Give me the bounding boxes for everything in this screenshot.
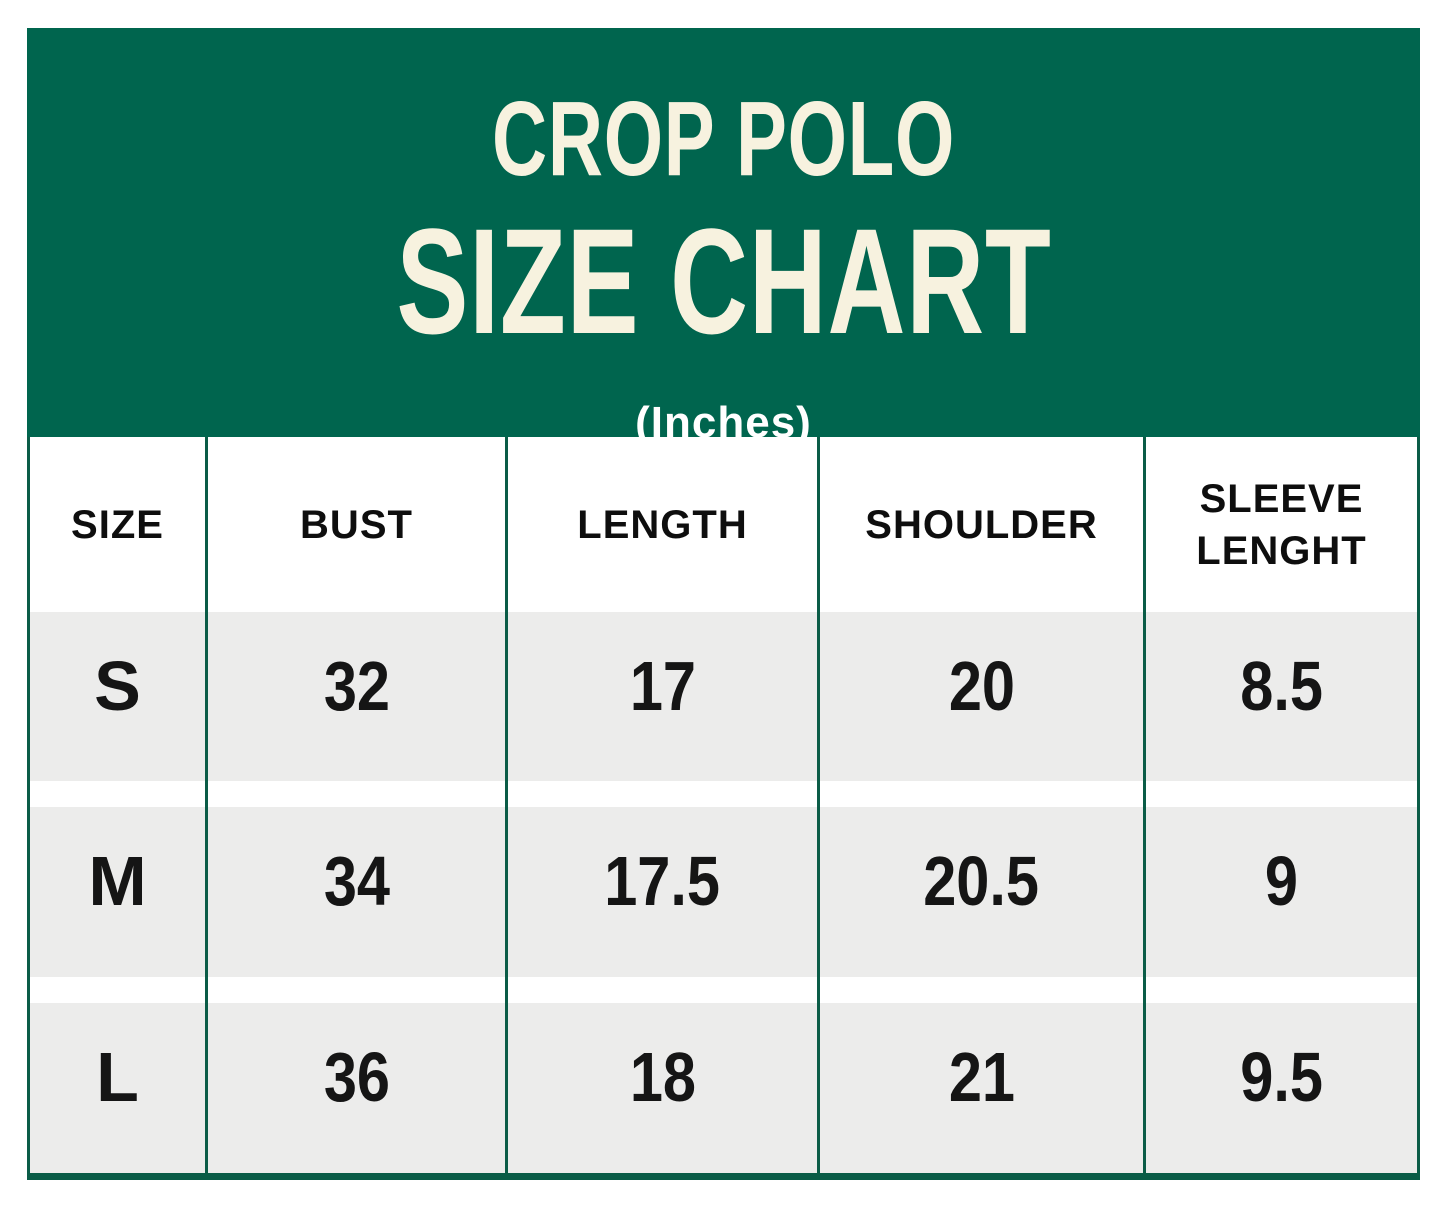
size-chart-graphic: CROP POLO SIZE CHART (Inches) SIZE BUST … <box>27 28 1420 1180</box>
cell-s-length: 17 <box>508 612 820 781</box>
cell-m-sleeve-length: 9 <box>1146 807 1417 977</box>
value-l-length: 18 <box>629 1038 696 1116</box>
value-m-length: 17.5 <box>604 842 721 920</box>
cell-l-size: L <box>30 1003 208 1173</box>
value-s-shoulder: 20 <box>948 646 1015 725</box>
column-header-bust: BUST <box>208 437 508 612</box>
row-separator <box>1146 781 1417 807</box>
cell-l-shoulder: 21 <box>820 1003 1146 1173</box>
cell-m-shoulder: 20.5 <box>820 807 1146 977</box>
value-l-bust: 36 <box>323 1038 390 1116</box>
title-banner: CROP POLO SIZE CHART (Inches) <box>27 28 1420 447</box>
value-l-shoulder: 21 <box>948 1038 1015 1116</box>
cell-s-shoulder: 20 <box>820 612 1146 781</box>
row-separator <box>208 977 508 1003</box>
size-letter-m: M <box>88 842 147 920</box>
value-m-sleeve-length: 9 <box>1264 842 1299 920</box>
page-title-text: SIZE CHART <box>395 197 1052 365</box>
row-separator <box>820 977 1146 1003</box>
row-separator <box>820 781 1146 807</box>
product-title: CROP POLO <box>402 86 1045 192</box>
cell-l-bust: 36 <box>208 1003 508 1173</box>
size-table: SIZE BUST LENGTH SHOULDER SLEEVE LENGHT … <box>27 437 1420 1180</box>
row-separator <box>30 781 208 807</box>
cell-s-bust: 32 <box>208 612 508 781</box>
cell-l-length: 18 <box>508 1003 820 1173</box>
column-header-length: LENGTH <box>508 437 820 612</box>
row-separator <box>1146 977 1417 1003</box>
value-m-bust: 34 <box>323 842 390 920</box>
cell-s-size: S <box>30 612 208 781</box>
value-s-sleeve-length: 8.5 <box>1240 646 1323 725</box>
column-header-sleeve-length: SLEEVE LENGHT <box>1146 437 1417 612</box>
row-separator <box>208 781 508 807</box>
cell-m-bust: 34 <box>208 807 508 977</box>
row-separator <box>508 977 820 1003</box>
cell-l-sleeve-length: 9.5 <box>1146 1003 1417 1173</box>
row-separator <box>30 977 208 1003</box>
value-l-sleeve-length: 9.5 <box>1240 1038 1323 1116</box>
product-title-text: CROP POLO <box>491 80 956 198</box>
size-letter-s: S <box>94 646 141 725</box>
value-m-shoulder: 20.5 <box>923 842 1040 920</box>
page-title: SIZE CHART <box>269 206 1179 356</box>
value-s-bust: 32 <box>323 646 390 725</box>
value-s-length: 17 <box>629 646 696 725</box>
cell-m-length: 17.5 <box>508 807 820 977</box>
size-letter-l: L <box>96 1038 139 1116</box>
cell-s-sleeve-length: 8.5 <box>1146 612 1417 781</box>
column-header-shoulder: SHOULDER <box>820 437 1146 612</box>
cell-m-size: M <box>30 807 208 977</box>
row-separator <box>508 781 820 807</box>
column-header-size: SIZE <box>30 437 208 612</box>
